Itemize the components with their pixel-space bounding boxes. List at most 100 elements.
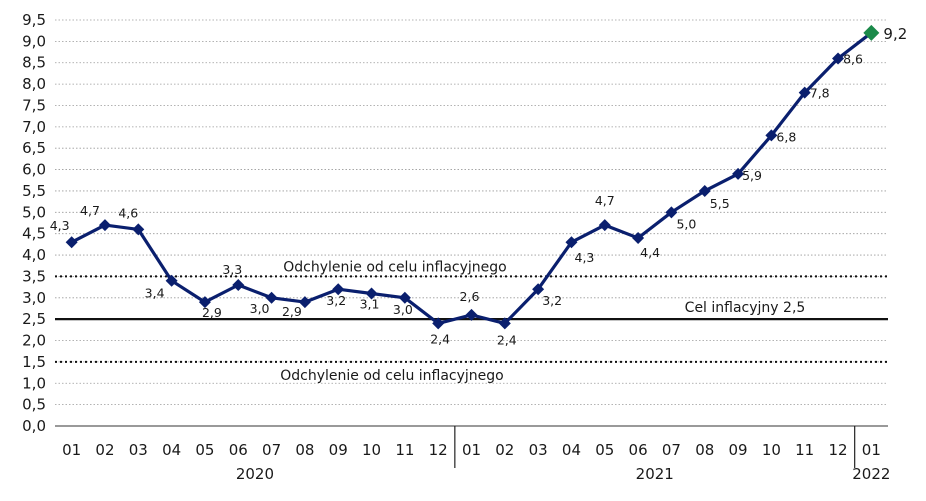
- data-point: [165, 274, 178, 287]
- x-tick-label: 11: [795, 441, 814, 459]
- x-tick-label: 04: [162, 441, 181, 459]
- data-point: [798, 86, 811, 99]
- data-point: [365, 287, 378, 300]
- x-tick-label: 01: [862, 441, 881, 459]
- data-label: 5,5: [710, 196, 730, 211]
- data-point: [765, 129, 778, 142]
- y-tick-label: 0,5: [22, 396, 46, 414]
- x-tick-label: 12: [429, 441, 448, 459]
- y-axis: 0,0 0,5 1,0 1,5 2,0 2,5 3,0 3,5 4,0 4,5 5,0 5,5 6,0 6…: [22, 11, 46, 435]
- x-tick-label: 11: [395, 441, 414, 459]
- data-point: [98, 219, 111, 232]
- deviation-line-label: Odchylenie od celu inflacyjnego: [283, 259, 507, 275]
- y-tick-label: 8,5: [22, 54, 46, 72]
- data-point: [132, 223, 145, 236]
- year-label: 2022: [852, 465, 890, 483]
- data-label: 6,8: [776, 129, 796, 144]
- y-tick-label: 1,0: [22, 374, 46, 392]
- x-axis: 01 02 03 04 05 06 07 08 09 10 11 12 01 02 03 04 05 06 07 08…: [55, 425, 890, 483]
- data-point: [298, 296, 311, 309]
- data-label: 3,1: [360, 297, 380, 312]
- x-tick-label: 01: [62, 441, 81, 459]
- x-tick-label: 05: [195, 441, 214, 459]
- data-point: [432, 317, 445, 330]
- data-label: 4,7: [595, 193, 615, 208]
- x-tick-label: 07: [262, 441, 281, 459]
- data-label: 3,2: [542, 293, 562, 308]
- data-label: 7,8: [810, 86, 830, 101]
- data-point: [65, 236, 78, 249]
- y-tick-label: 3,5: [22, 267, 46, 285]
- target-line-label: Cel inflacyjny 2,5: [685, 300, 806, 316]
- year-label: 2020: [236, 465, 274, 483]
- y-tick-label: 8,0: [22, 75, 46, 93]
- x-tick-label: 04: [562, 441, 581, 459]
- y-tick-label: 5,5: [22, 182, 46, 200]
- x-tick-label: 08: [695, 441, 714, 459]
- x-tick-label: 10: [762, 441, 781, 459]
- y-tick-label: 2,0: [22, 332, 46, 350]
- x-tick-label: 10: [362, 441, 381, 459]
- x-tick-label: 05: [595, 441, 614, 459]
- data-label: 4,3: [50, 218, 70, 233]
- y-tick-label: 4,0: [22, 246, 46, 264]
- x-tick-label: 01: [462, 441, 481, 459]
- data-point: [632, 231, 645, 244]
- data-labels: 4,3 4,7 4,6 3,4 2,9 3,3 3,0 2,9 3,2 3,1 3,0 2,4 2,6 2…: [50, 25, 908, 348]
- x-tick-label: 02: [95, 441, 114, 459]
- data-label: 2,9: [282, 304, 302, 319]
- y-tick-label: 5,0: [22, 203, 46, 221]
- x-tick-label: 09: [329, 441, 348, 459]
- data-point: [732, 167, 745, 180]
- x-tick-label: 12: [828, 441, 847, 459]
- y-tick-label: 7,0: [22, 118, 46, 136]
- x-tick-label: 07: [662, 441, 681, 459]
- data-label: 5,9: [742, 168, 762, 183]
- data-label: 9,2: [883, 25, 907, 43]
- data-label: 3,0: [250, 301, 270, 316]
- data-point: [832, 52, 845, 65]
- y-tick-label: 0,0: [22, 417, 46, 435]
- data-label: 4,4: [640, 245, 660, 260]
- data-label: 2,4: [497, 332, 517, 347]
- x-tick-label: 03: [129, 441, 148, 459]
- series-markers: [65, 24, 880, 330]
- x-tick-label: 02: [495, 441, 514, 459]
- deviation-line-label: Odchylenie od celu inflacyjnego: [280, 368, 504, 384]
- data-point: [532, 283, 545, 296]
- data-label: 3,3: [222, 262, 242, 277]
- x-tick-label: 09: [729, 441, 748, 459]
- data-point: [698, 184, 711, 197]
- x-tick-label: 03: [529, 441, 548, 459]
- data-point: [398, 291, 411, 304]
- data-point: [598, 219, 611, 232]
- y-tick-label: 9,0: [22, 32, 46, 50]
- y-tick-label: 1,5: [22, 353, 46, 371]
- data-label: 2,4: [430, 331, 450, 346]
- y-tick-label: 4,5: [22, 225, 46, 243]
- data-label: 4,7: [80, 203, 100, 218]
- y-tick-label: 2,5: [22, 310, 46, 328]
- gridlines: [55, 19, 888, 406]
- year-label: 2021: [636, 465, 674, 483]
- data-label: 8,6: [843, 51, 863, 66]
- data-label: 3,4: [145, 286, 165, 301]
- x-tick-label: 06: [629, 441, 648, 459]
- x-tick-label: 06: [229, 441, 248, 459]
- data-label: 4,6: [118, 205, 138, 220]
- data-label: 4,3: [575, 250, 595, 265]
- data-label: 2,9: [202, 305, 222, 320]
- data-point: [265, 291, 278, 304]
- y-tick-label: 3,0: [22, 289, 46, 307]
- data-point: [332, 283, 345, 296]
- data-point: [198, 296, 211, 309]
- data-point: [498, 317, 511, 330]
- data-label: 3,0: [393, 302, 413, 317]
- data-label: 3,2: [326, 293, 346, 308]
- y-tick-label: 6,5: [22, 139, 46, 157]
- data-label: 2,6: [460, 289, 480, 304]
- reference-lines: Odchylenie od celu inflacyjnego Cel infla…: [55, 259, 888, 384]
- data-label: 5,0: [676, 216, 696, 231]
- data-point: [232, 278, 245, 291]
